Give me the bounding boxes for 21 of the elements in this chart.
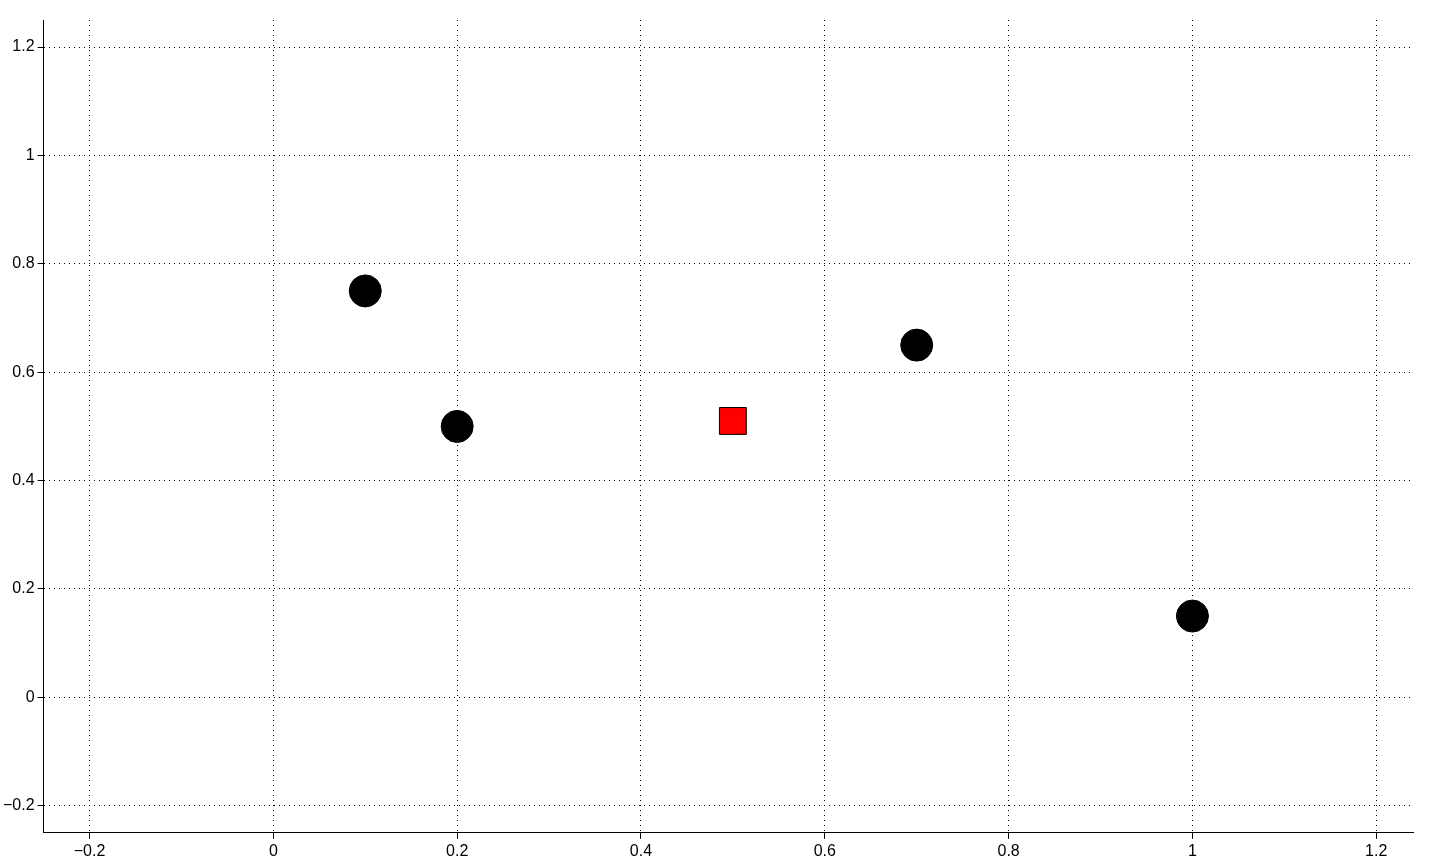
y-tick-label: 0.8 bbox=[12, 254, 35, 272]
y-tick-label: 1 bbox=[25, 145, 35, 163]
point bbox=[348, 274, 382, 308]
point bbox=[440, 409, 474, 443]
y-tick-label: −0.2 bbox=[2, 796, 35, 814]
x-tick-label: 0 bbox=[268, 841, 278, 859]
point bbox=[718, 407, 747, 435]
x-tick-label: 0.2 bbox=[446, 841, 469, 859]
x-tick-label: 0.6 bbox=[813, 841, 837, 859]
x-tick-label: −0.2 bbox=[73, 841, 106, 859]
y-tick-label: 0.2 bbox=[12, 579, 35, 597]
y-tick-label: 0.4 bbox=[12, 470, 35, 488]
x-tick-label: 0.4 bbox=[629, 841, 653, 859]
x-tick-label: 1 bbox=[1187, 841, 1197, 859]
y-tick-label: 0 bbox=[25, 687, 35, 705]
y-tick-label: 1.2 bbox=[12, 37, 35, 55]
x-tick-label: 1.2 bbox=[1365, 841, 1388, 859]
y-tick-label: 0.6 bbox=[12, 362, 35, 380]
x-tick-label: 0.8 bbox=[997, 841, 1020, 859]
point bbox=[1175, 599, 1209, 633]
point bbox=[900, 328, 934, 362]
